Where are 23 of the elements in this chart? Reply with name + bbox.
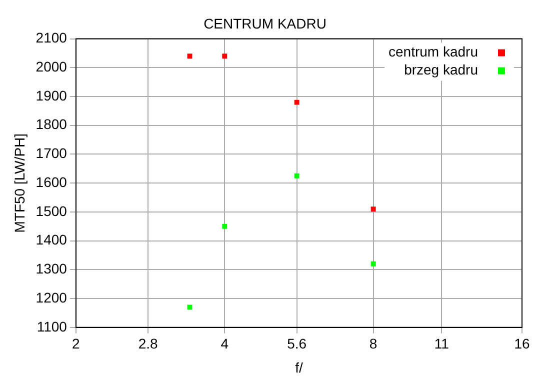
x-axis-title: f/ [295,359,303,376]
y-tick-label: 1200 [36,289,68,306]
chart-title: CENTRUM KADRU [204,15,326,32]
y-tick-label: 2000 [36,58,68,75]
x-tick-label: 4 [220,336,229,352]
y-tick-label: 1800 [36,116,68,132]
x-tick-label: 11 [434,336,450,352]
y-axis-title: MTF50 [LW/PH] [11,133,28,233]
y-tick-label: 1900 [36,87,68,104]
x-tick-label: 2.8 [138,336,158,352]
legend-label: centrum kadru [388,44,478,60]
legend-label: brzeg kadru [404,62,478,78]
y-tick-label: 1700 [36,145,68,162]
y-tick-label: 1500 [36,202,68,219]
y-tick-label: 1400 [36,232,68,248]
y-tick-label: 1100 [36,318,68,334]
y-tick-label: 1300 [36,260,68,277]
x-tick-label: 5.6 [287,336,307,352]
y-tick-label: 2100 [36,30,68,46]
x-tick-label: 8 [369,336,378,352]
x-tick-label: 16 [514,336,530,352]
x-tick-label: 2 [72,336,80,352]
y-tick-label: 1600 [36,174,68,190]
